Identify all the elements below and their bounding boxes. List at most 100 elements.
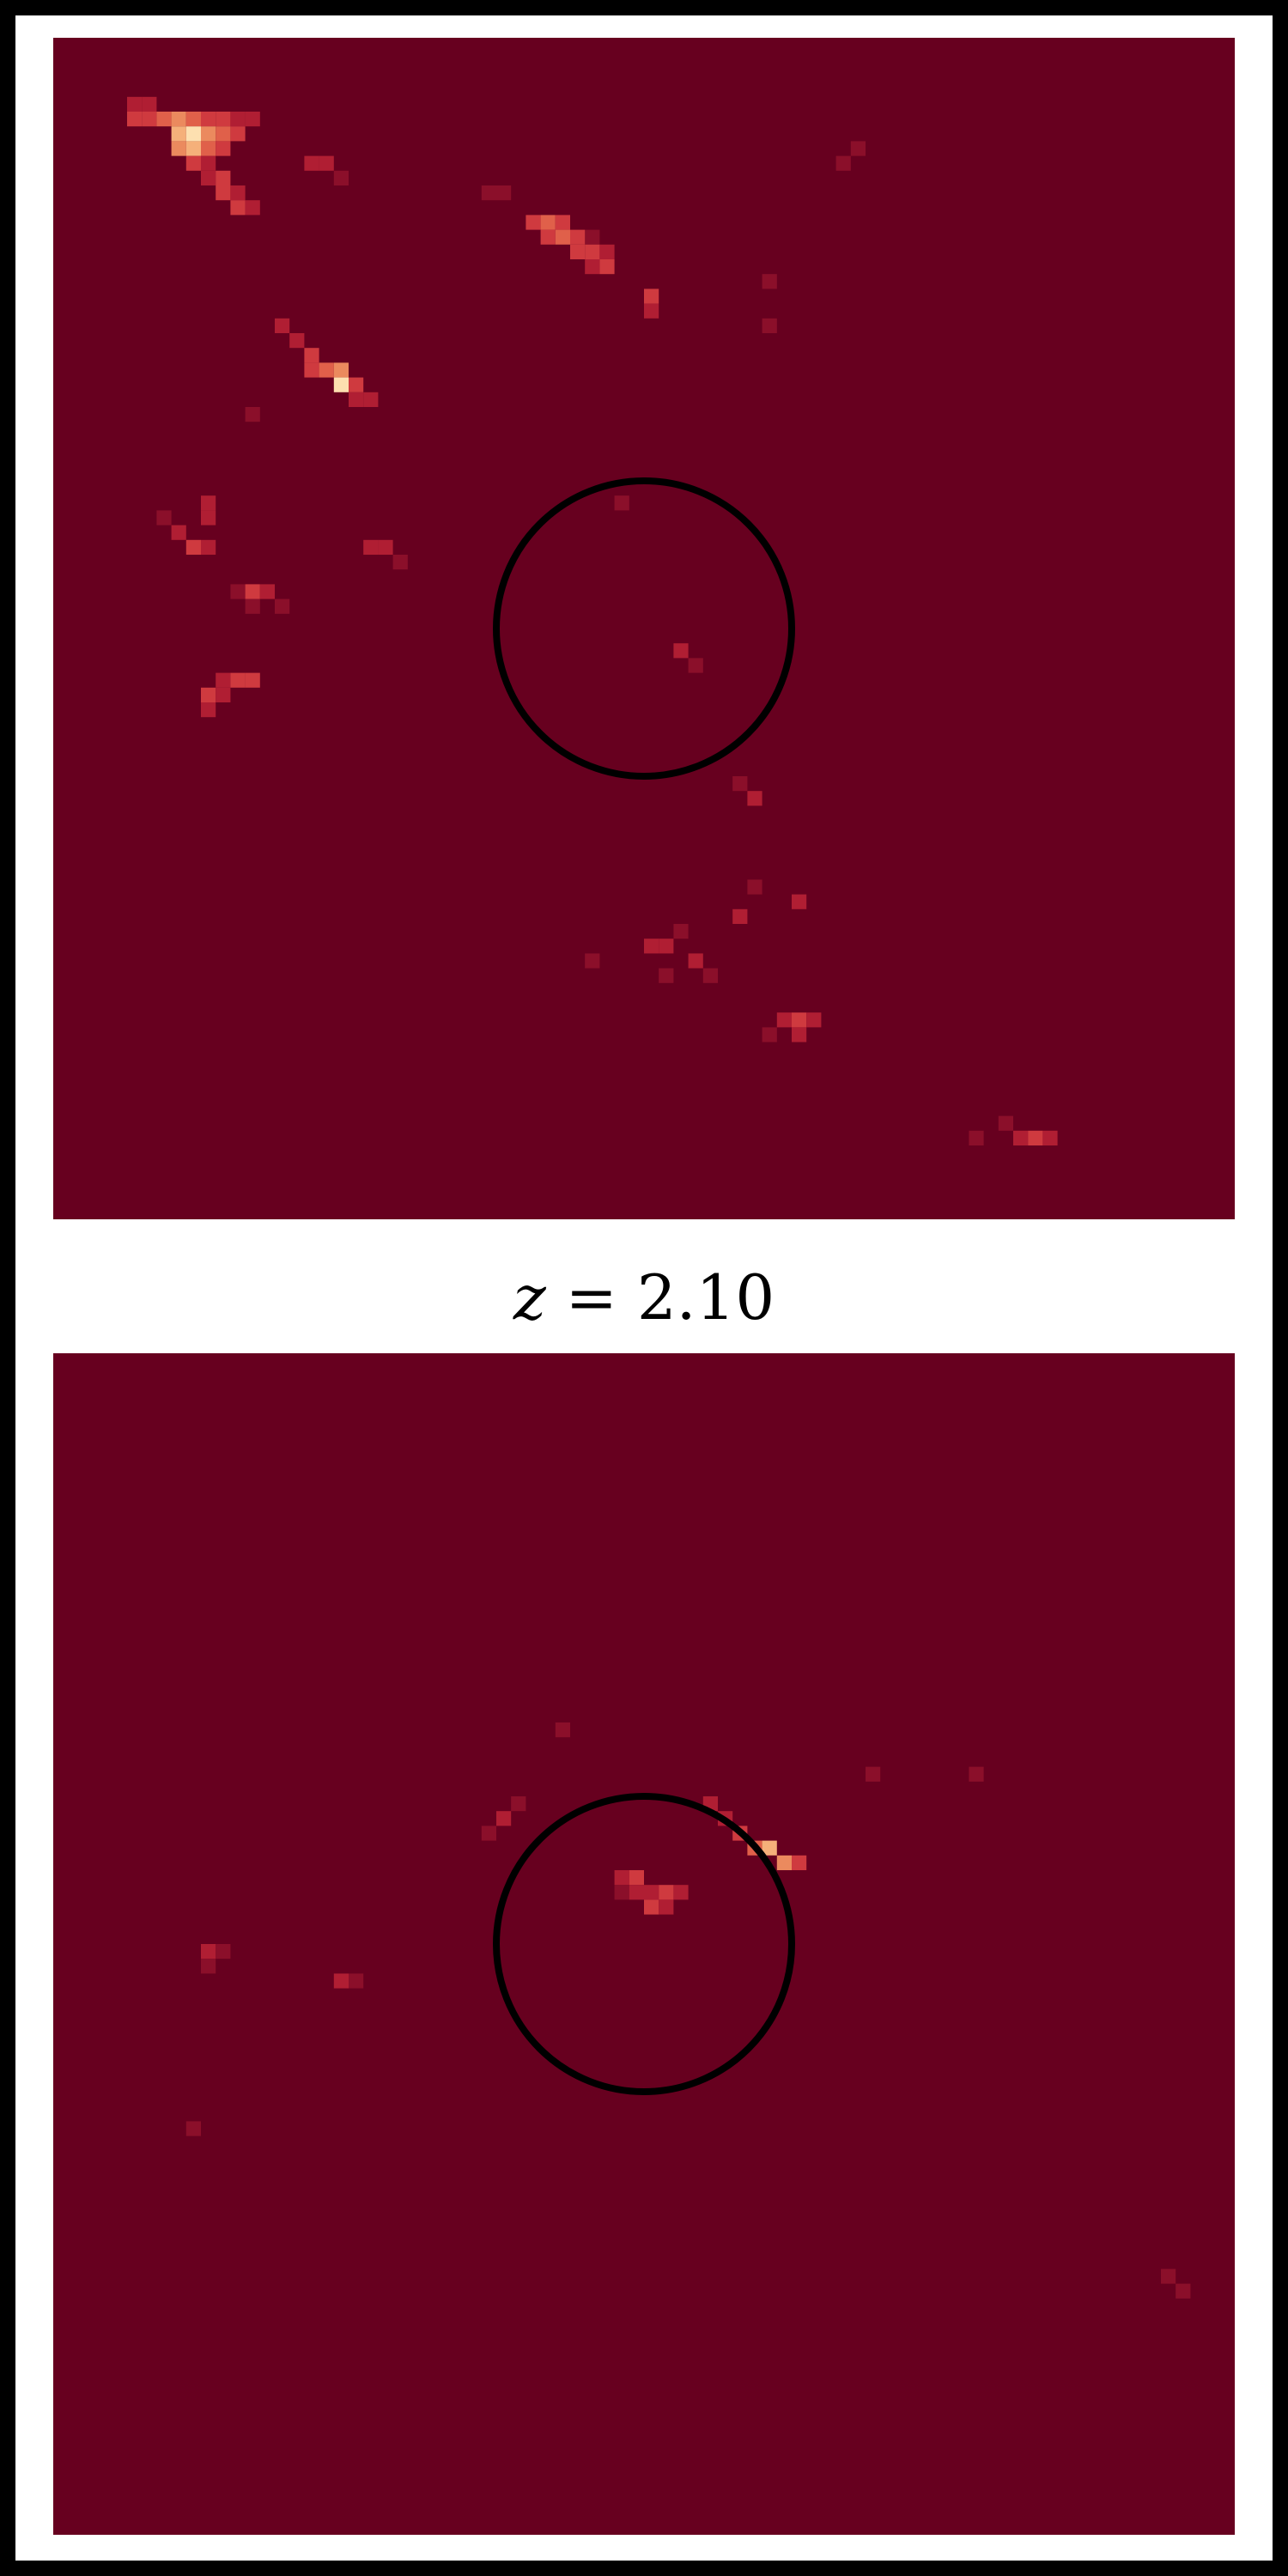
redshift-label: z = 2.10 xyxy=(15,1259,1273,1336)
density-pixel xyxy=(570,229,586,245)
density-pixel xyxy=(245,672,260,688)
density-pixel xyxy=(629,1870,644,1886)
density-pixel xyxy=(185,2121,201,2136)
density-pixel xyxy=(245,407,260,422)
density-pixel xyxy=(201,141,216,156)
density-pixel xyxy=(747,791,762,806)
density-pixel xyxy=(1028,1130,1043,1145)
density-pixel xyxy=(1176,2283,1191,2299)
density-pixel xyxy=(792,894,807,909)
density-pixel xyxy=(540,215,556,230)
density-pixel xyxy=(289,333,305,349)
density-pixel xyxy=(1042,1130,1058,1145)
density-pixel xyxy=(230,185,246,201)
density-pixel xyxy=(629,1885,644,1900)
density-pixel xyxy=(792,1855,807,1870)
density-pixel xyxy=(481,185,496,201)
density-pixel xyxy=(732,776,748,792)
density-pixel xyxy=(201,112,216,127)
density-pixel xyxy=(866,1766,881,1782)
density-map-bottom-image xyxy=(185,1722,1191,2299)
density-pixel xyxy=(216,141,231,156)
density-pixel xyxy=(230,112,246,127)
density-pixel xyxy=(585,953,600,969)
density-pixel xyxy=(555,215,570,230)
density-pixel xyxy=(304,155,319,171)
density-pixel xyxy=(156,112,172,127)
density-pixel xyxy=(378,539,393,555)
density-pixel xyxy=(585,244,600,259)
density-pixel xyxy=(776,1012,792,1028)
density-pixel xyxy=(216,185,231,201)
density-pixel xyxy=(792,1012,807,1028)
aperture-circle xyxy=(493,477,795,780)
density-pixel xyxy=(319,155,334,171)
density-pixel xyxy=(142,112,157,127)
density-pixel xyxy=(702,968,718,983)
density-pixel xyxy=(304,362,319,378)
density-pixel xyxy=(245,584,260,599)
density-pixel xyxy=(599,244,615,259)
density-pixel xyxy=(127,112,143,127)
density-pixel xyxy=(659,1899,674,1915)
density-pixel xyxy=(349,392,364,407)
density-pixel xyxy=(201,1959,216,1974)
density-pixel xyxy=(969,1130,984,1145)
redshift-variable: z xyxy=(513,1261,546,1334)
density-pixel xyxy=(349,377,364,392)
density-pixel xyxy=(496,1811,512,1826)
density-pixel xyxy=(688,953,703,969)
redshift-equals: = xyxy=(545,1261,637,1334)
density-pixel xyxy=(185,141,201,156)
density-pixel xyxy=(201,687,216,702)
density-pixel xyxy=(185,539,201,555)
density-pixel xyxy=(688,658,703,673)
redshift-value: 2.10 xyxy=(636,1261,775,1334)
density-pixel xyxy=(216,170,231,185)
density-pixel xyxy=(540,229,556,245)
density-pixel xyxy=(245,598,260,614)
density-pixel xyxy=(1161,2269,1176,2284)
density-pixel xyxy=(201,170,216,185)
density-pixel xyxy=(659,968,674,983)
density-pixel xyxy=(762,1027,777,1042)
density-pixel xyxy=(614,1870,629,1886)
density-pixel xyxy=(732,908,748,924)
density-pixel xyxy=(644,289,659,304)
density-pixel xyxy=(599,259,615,275)
density-pixel xyxy=(363,539,379,555)
density-pixel xyxy=(259,584,275,599)
density-map-top xyxy=(53,38,1235,1219)
figure-frame: z = 2.10 xyxy=(15,15,1273,2561)
density-pixel xyxy=(171,141,186,156)
density-pixel xyxy=(555,1722,570,1738)
density-pixel xyxy=(673,924,689,939)
density-pixel xyxy=(526,215,541,230)
density-pixel xyxy=(245,200,260,216)
density-pixel xyxy=(230,672,246,688)
density-pixel xyxy=(673,643,689,659)
density-pixel xyxy=(747,879,762,895)
density-pixel xyxy=(142,96,157,112)
density-pixel xyxy=(998,1115,1013,1131)
density-pixel xyxy=(275,318,290,333)
density-pixel xyxy=(644,303,659,319)
density-pixel xyxy=(230,584,246,599)
density-pixel xyxy=(216,126,231,142)
density-pixel xyxy=(644,1899,659,1915)
density-pixel xyxy=(969,1766,984,1782)
density-pixel xyxy=(201,126,216,142)
density-pixel xyxy=(349,1973,364,1989)
density-pixel xyxy=(835,155,851,171)
density-pixel xyxy=(333,377,349,392)
density-pixel xyxy=(363,392,379,407)
density-pixel xyxy=(850,141,866,156)
density-pixel xyxy=(585,259,600,275)
density-map-top-image xyxy=(127,96,1058,1145)
density-pixel xyxy=(392,555,408,570)
density-pixel xyxy=(171,126,186,142)
density-pixel xyxy=(201,155,216,171)
density-pixel xyxy=(333,362,349,378)
density-pixel xyxy=(614,495,629,511)
density-pixel xyxy=(201,1944,216,1959)
